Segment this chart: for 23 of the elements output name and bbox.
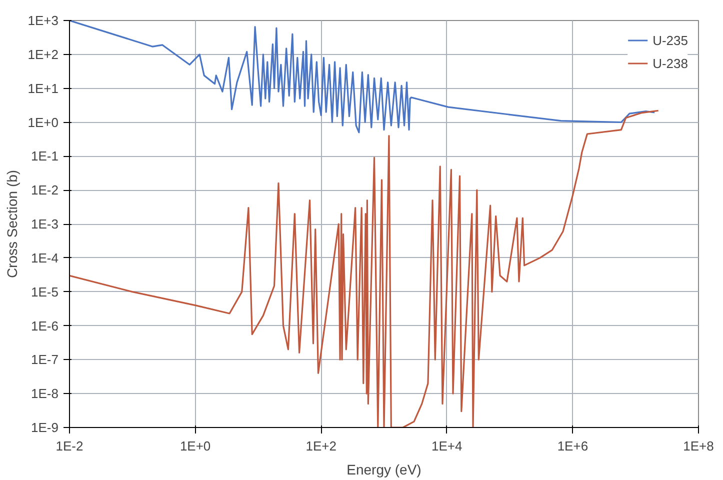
x-tick-label: 1E+6 <box>557 438 588 454</box>
y-axis-title: Cross Section (b) <box>4 170 20 278</box>
x-tick-label: 1E+4 <box>432 438 462 454</box>
x-axis-title: Energy (eV) <box>346 462 422 478</box>
y-tick-label: 1E-2 <box>31 182 59 198</box>
legend-label: U-238 <box>652 56 688 70</box>
x-tick-label: 1E-2 <box>56 438 84 454</box>
x-tick-label: 1E+2 <box>306 438 336 454</box>
y-tick-label: 1E-8 <box>31 386 59 402</box>
x-tick-label: 1E+8 <box>683 438 714 454</box>
y-tick-label: 1E-5 <box>31 284 59 300</box>
y-tick-label: 1E-7 <box>31 352 59 368</box>
x-tick-label: 1E+0 <box>180 438 211 454</box>
legend-label: U-235 <box>652 32 688 48</box>
y-tick-label: 1E-1 <box>31 148 59 164</box>
y-tick-label: 1E-9 <box>31 420 59 435</box>
y-tick-label: 1E+2 <box>28 46 59 62</box>
y-tick-label: 1E-6 <box>31 318 59 334</box>
y-tick-label: 1E+0 <box>28 114 59 130</box>
y-tick-label: 1E+1 <box>28 80 59 96</box>
y-tick-label: 1E-4 <box>31 250 59 266</box>
y-tick-label: 1E+3 <box>28 13 59 28</box>
y-tick-label: 1E-3 <box>31 216 59 232</box>
